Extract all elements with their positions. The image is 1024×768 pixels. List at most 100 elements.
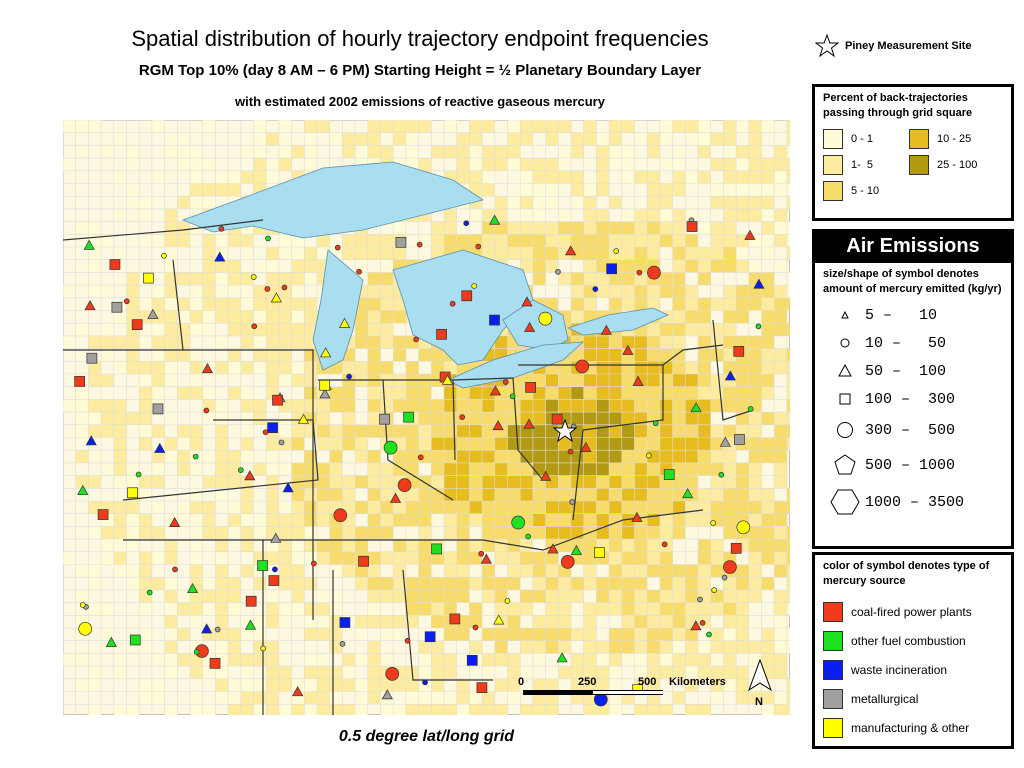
- grid-cell: [710, 475, 724, 489]
- grid-cell: [558, 361, 571, 374]
- grid-cell: [520, 259, 533, 273]
- grid-cell: [278, 551, 292, 565]
- grid-cell: [482, 539, 495, 552]
- grid-cell: [380, 285, 394, 298]
- grid-cell: [367, 247, 381, 260]
- grid-cell: [291, 272, 305, 286]
- grid-cell: [202, 666, 216, 679]
- grid-cell: [405, 602, 419, 616]
- grid-cell: [113, 704, 127, 715]
- grid-cell: [253, 513, 267, 527]
- grid-cell: [253, 158, 267, 171]
- grid-cell: [240, 666, 254, 679]
- grid-cell: [672, 615, 686, 628]
- grid-cell: [647, 488, 660, 501]
- grid-cell: [494, 678, 508, 692]
- grid-cell: [672, 374, 686, 387]
- grid-cell: [532, 386, 546, 400]
- grid-cell: [177, 450, 190, 463]
- grid-cell: [786, 437, 790, 451]
- grid-cell: [723, 183, 737, 197]
- grid-cell: [482, 145, 495, 159]
- grid-cell: [151, 348, 165, 362]
- grid-cell: [672, 589, 686, 603]
- grid-cell: [278, 297, 292, 311]
- emission-symbol: [201, 363, 214, 374]
- grid-cell: [240, 513, 254, 527]
- grid-cell: [634, 539, 648, 552]
- grid-cell: [190, 462, 203, 476]
- grid-cell: [190, 285, 203, 298]
- size-item: 500 – 1000: [865, 456, 956, 474]
- grid-cell: [685, 602, 698, 616]
- grid-cell: [469, 475, 483, 489]
- grid-cell: [583, 678, 597, 692]
- emission-symbol: [475, 243, 482, 250]
- grid-cell: [672, 170, 686, 184]
- grid-cell: [507, 488, 521, 501]
- grid-cell: [634, 488, 648, 501]
- grid-cell: [507, 564, 521, 578]
- grid-cell: [723, 640, 737, 654]
- grid-cell: [431, 551, 444, 565]
- grid-cell: [177, 234, 190, 247]
- grid-cell: [659, 323, 673, 336]
- emission-symbol: [613, 248, 620, 254]
- grid-cell: [634, 424, 648, 438]
- grid-cell: [482, 208, 495, 222]
- grid-cell: [253, 310, 267, 324]
- grid-cell: [596, 348, 610, 362]
- grid-cell: [532, 577, 546, 590]
- emission-symbol: [413, 336, 419, 343]
- grid-cell: [380, 386, 394, 400]
- grid-cell: [698, 145, 711, 159]
- grid-cell: [418, 158, 432, 171]
- grid-cell: [723, 158, 737, 171]
- grid-cell: [113, 361, 127, 374]
- grid-cell: [507, 462, 521, 476]
- grid-cell: [240, 691, 254, 705]
- emission-symbol: [663, 469, 675, 480]
- grid-cell: [672, 386, 686, 400]
- grid-cell: [494, 704, 508, 715]
- grid-cell: [355, 424, 368, 438]
- grid-cell: [151, 424, 165, 438]
- grid-cell: [647, 221, 660, 235]
- grid-cell: [596, 577, 610, 590]
- grid-cell: [723, 145, 737, 159]
- grid-cell: [164, 335, 178, 349]
- grid-cell: [418, 526, 432, 540]
- grid-cell: [621, 247, 635, 260]
- grid-cell: [469, 704, 483, 715]
- emission-symbol: [417, 454, 424, 461]
- emission-symbol: [551, 413, 563, 425]
- grid-cell: [761, 272, 775, 286]
- emission-symbol: [525, 382, 536, 393]
- grid-cell: [545, 577, 559, 590]
- grid-cell: [278, 323, 292, 336]
- emission-symbol: [560, 555, 575, 569]
- grid-cell: [151, 577, 165, 590]
- grid-cell: [228, 462, 241, 476]
- grid-cell: [520, 170, 533, 184]
- grid-cell: [266, 158, 279, 171]
- grid-cell: [672, 577, 686, 590]
- grid-cell: [621, 513, 635, 527]
- grid-cell: [164, 208, 178, 222]
- grid-cell: [380, 513, 394, 527]
- grid-cell: [266, 704, 279, 715]
- emission-symbol: [346, 373, 352, 380]
- grid-cell: [609, 704, 622, 715]
- grid-cell: [355, 234, 368, 247]
- grid-cell: [507, 526, 521, 540]
- grid-cell: [558, 247, 571, 260]
- grid-cell: [685, 475, 698, 489]
- site-label: Piney Measurement Site: [845, 40, 972, 52]
- grid-cell: [507, 234, 521, 247]
- grid-cell: [710, 501, 724, 514]
- grid-cell: [304, 501, 317, 514]
- grid-cell: [304, 691, 317, 705]
- grid-cell: [456, 145, 470, 159]
- grid-cell: [215, 589, 229, 603]
- grid-cell: [634, 170, 648, 184]
